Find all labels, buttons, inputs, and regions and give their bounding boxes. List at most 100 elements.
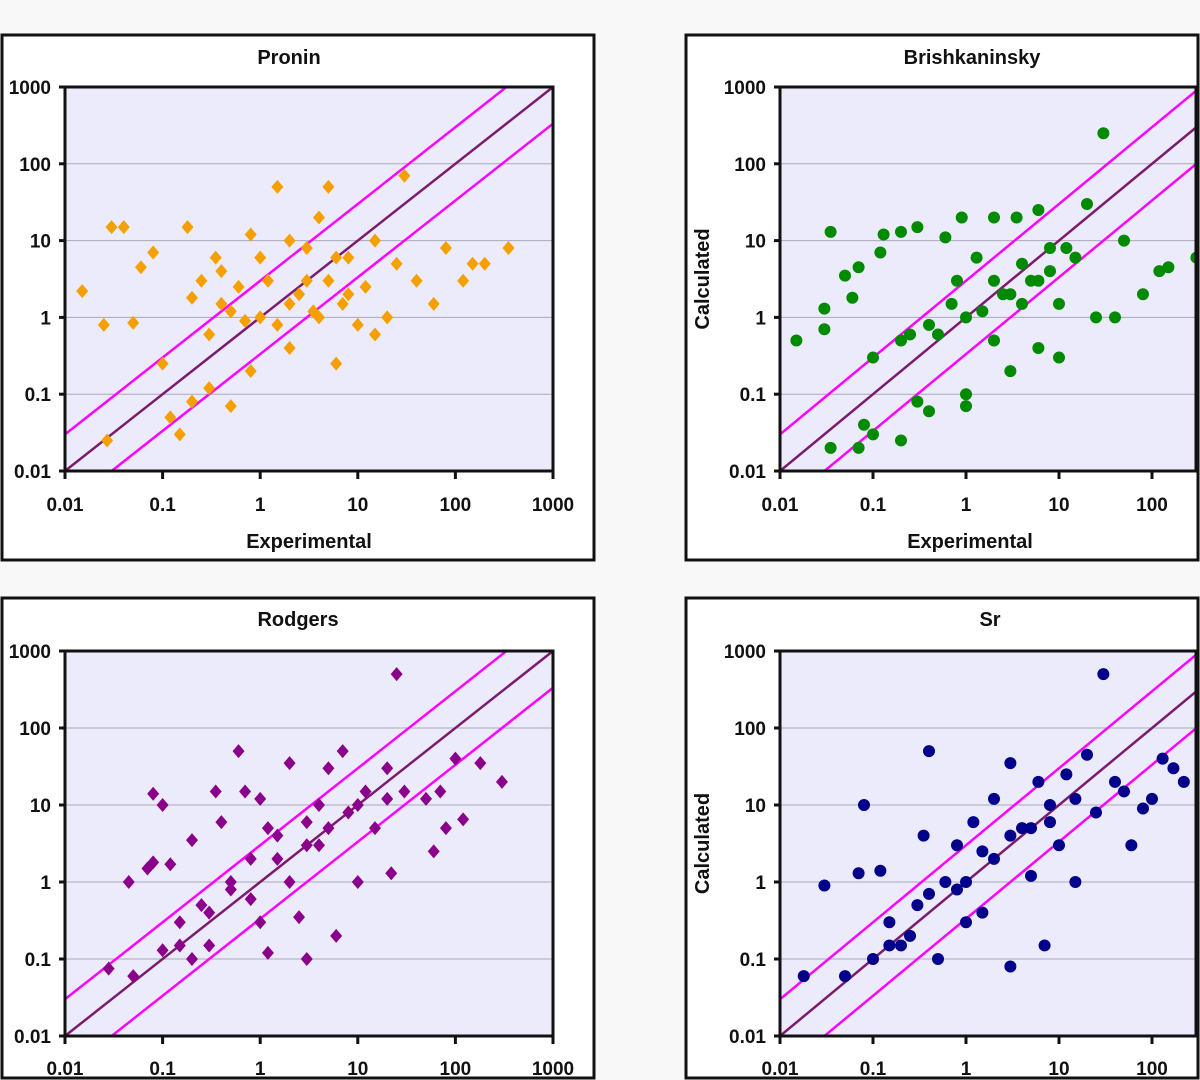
data-point [1032,274,1045,287]
y-tick-label: 1000 [724,78,766,99]
data-point [351,875,364,889]
x-tick-label: 1 [255,495,266,516]
data-point [368,233,381,248]
data-point [232,279,245,294]
x-tick-label: 100 [440,1059,472,1080]
data-point [173,427,186,442]
data-point [922,887,935,900]
data-point [904,929,917,942]
y-axis-label: Calculated [692,228,714,329]
data-point [1153,265,1166,278]
y-tick-label: 1000 [9,78,51,99]
chart-panel-4: 0.01 0.1 1 10 100 1000 0.01 0.1 1 10 100 Sr Calculat… [684,596,1200,1080]
plot-border [63,85,555,473]
y-tick-label: 1000 [724,642,766,663]
data-point [330,928,343,943]
fold-error-line [822,726,1196,1036]
data-point [1004,960,1017,973]
chart-panel-1: 0.01 0.1 1 10 100 1000 0.01 0.1 1 10 100 1000 Pronin… [0,33,596,562]
data-point [283,233,296,248]
data-point [312,310,325,325]
y-tick-label: 0.1 [740,385,767,406]
data-point [351,317,364,332]
data-point [960,311,972,324]
data-point [271,828,284,843]
y-tick-label: 10 [30,232,51,253]
x-tick-label: 0.1 [860,1059,887,1080]
data-point [790,334,803,347]
y-tick-label: 100 [734,155,766,176]
y-tick-label: 0.01 [14,1027,51,1048]
data-point [410,273,423,288]
data-point [224,399,237,414]
x-tick-label: 0.1 [149,1059,176,1080]
data-point [960,916,972,929]
identity-line [780,689,1196,1036]
plot-border [63,649,555,1038]
data-point [1060,768,1073,781]
data-point [1125,839,1138,852]
data-point [1015,257,1028,270]
data-point [874,246,887,259]
data-point [1015,822,1028,835]
data-point [1015,297,1028,310]
data-point [917,829,930,842]
data-point [1038,939,1051,952]
data-point [330,356,343,371]
fold-error-line [780,89,1196,436]
data-point [122,875,135,889]
y-tick-label: 0.01 [14,462,51,483]
data-point [330,250,343,265]
fold-error-line [65,651,509,1001]
data-point [1118,785,1131,798]
data-point [185,394,198,409]
chart-panel-3: 0.01 0.1 1 10 100 1000 0.01 0.1 1 10 100 1000 Rodger… [0,596,596,1080]
data-point [261,273,274,288]
data-point [824,225,837,238]
data-point [342,805,355,820]
data-point [271,317,284,332]
data-point [390,256,403,271]
data-point [181,220,194,235]
x-tick-label: 1 [961,1059,972,1080]
data-point [987,852,1000,865]
y-tick-label: 100 [19,155,51,176]
data-point [283,296,296,311]
y-tick-label: 0.01 [729,1027,766,1048]
data-point [818,302,831,315]
data-point [987,792,1000,805]
data-point [185,290,198,305]
data-point [976,305,989,318]
data-point [254,310,267,325]
data-point [244,851,257,866]
data-point [1090,806,1103,819]
data-point [894,939,907,952]
data-point [911,899,924,912]
data-point [1053,839,1065,852]
data-point [955,211,968,224]
data-point [117,220,130,235]
data-point [195,898,208,913]
fold-error-line [109,686,553,1036]
data-point [300,241,313,256]
y-tick-label: 0.1 [25,385,52,406]
data-point [164,857,177,872]
data-point [368,821,381,836]
data-point [797,970,810,983]
data-point [359,279,372,294]
data-point [852,261,865,274]
data-point [215,296,228,311]
x-tick-label: 10 [1048,495,1069,516]
fold-error-line [65,87,509,436]
data-point [852,867,865,880]
data-point [1080,748,1093,761]
data-point [203,905,216,920]
data-point [874,864,887,877]
y-tick-label: 100 [734,719,766,740]
data-point [911,395,924,408]
data-point [1025,869,1038,882]
y-tick-label: 1 [755,308,766,329]
x-tick-label: 0.01 [47,495,84,516]
data-point [215,815,228,830]
data-point [195,273,208,288]
